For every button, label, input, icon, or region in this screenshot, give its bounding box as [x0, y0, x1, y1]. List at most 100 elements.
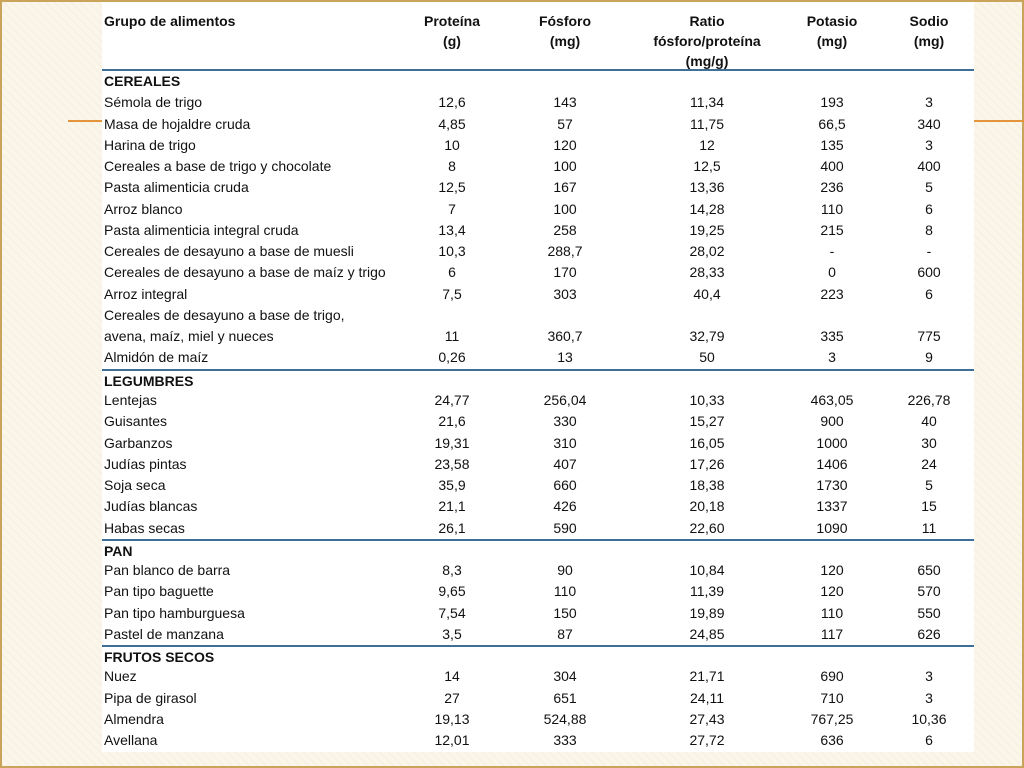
protein-cell: 26,1: [438, 519, 466, 536]
food-name-cell: Pasta alimenticia cruda: [104, 179, 249, 196]
potassium-cell: 135: [820, 136, 844, 153]
potassium-cell: 767,25: [810, 710, 854, 727]
phosphorus-cell: 288,7: [547, 243, 583, 260]
sodium-cell: 6: [925, 285, 933, 302]
potassium-cell: 400: [820, 158, 844, 175]
ratio-cell: 24,85: [689, 625, 725, 642]
protein-cell: 23,58: [434, 455, 470, 472]
header-sodium: Sodio (mg): [909, 13, 949, 49]
sodium-cell: 550: [917, 604, 941, 621]
food-name-cell: Judías pintas: [104, 455, 187, 472]
sodium-cell: 10,36: [911, 710, 947, 727]
food-name-cell: Soja seca: [104, 477, 166, 494]
table-header: Grupo de alimentos Proteína (g) Fósforo …: [102, 2, 974, 71]
food-name-cell: Pastel de manzana: [104, 625, 224, 642]
table-row: Nuez 14 304 21,71 690 3: [102, 666, 974, 687]
food-name-cell: Cereales de desayuno a base de maíz y tr…: [104, 264, 386, 281]
food-name-cell: Pan blanco de barra: [104, 562, 231, 579]
ratio-cell: 18,38: [689, 477, 725, 494]
protein-cell: 10,3: [438, 243, 466, 260]
potassium-cell: 690: [820, 668, 844, 685]
sodium-cell: 15: [921, 498, 937, 515]
ratio-cell: 50: [699, 349, 715, 366]
protein-cell: 0,26: [438, 349, 466, 366]
table-row: Lentejas 24,77 256,04 10,33 463,05 226,78: [102, 390, 974, 411]
phosphorus-cell: 110: [553, 583, 577, 600]
sodium-cell: 3: [925, 689, 933, 706]
food-name-cell: Garbanzos: [104, 434, 173, 451]
food-name-cell: Lentejas: [104, 391, 157, 408]
ratio-cell: 13,36: [689, 179, 725, 196]
potassium-cell: 900: [820, 413, 844, 430]
table-row: Pan tipo baguette 9,65 110 11,39 120 570: [102, 581, 974, 602]
sodium-cell: 40: [921, 413, 937, 430]
category-row: CEREALES: [102, 71, 974, 92]
potassium-cell: 1406: [816, 455, 848, 472]
ratio-cell: 27,43: [689, 710, 725, 727]
phosphorus-cell: 143: [553, 94, 577, 111]
table-row: Masa de hojaldre cruda 4,85 57 11,75 66,5 340: [102, 114, 974, 135]
ratio-cell: 19,25: [689, 221, 725, 238]
protein-cell: 21,6: [438, 413, 466, 430]
potassium-cell: 110: [820, 200, 844, 217]
potassium-cell: 636: [820, 732, 844, 749]
sodium-cell: 600: [917, 264, 941, 281]
table-row: Almendra 19,13 524,88 27,43 767,25 10,36: [102, 709, 974, 730]
protein-cell: 7,5: [442, 285, 462, 302]
sodium-cell: 626: [917, 625, 941, 642]
phosphorus-cell: 256,04: [543, 391, 587, 408]
table-row: Cereales de desayuno a base de muesli 10,…: [102, 241, 974, 262]
food-name-cell: Arroz blanco: [104, 200, 183, 217]
phosphorus-cell: 310: [553, 434, 577, 451]
protein-cell: 11: [444, 328, 460, 345]
sodium-cell: 226,78: [907, 391, 951, 408]
table-row: Pipa de girasol 27 651 24,11 710 3: [102, 688, 974, 709]
table-row: Avellana 12,01 333 27,72 636 6: [102, 730, 974, 751]
protein-cell: 8: [448, 158, 456, 175]
header-protein: Proteína (g): [423, 13, 480, 49]
table-row: Cereales a base de trigo y chocolate 8 100…: [102, 156, 974, 177]
nutrition-table: Grupo de alimentos Proteína (g) Fósforo …: [102, 2, 974, 752]
food-name-cell: Cereales de desayuno a base de trigo,: [104, 306, 345, 323]
potassium-cell: 215: [820, 221, 844, 238]
food-name-cell: Arroz integral: [104, 285, 188, 302]
ratio-cell: 10,33: [689, 391, 725, 408]
decorative-line-right: [972, 120, 1024, 122]
phosphorus-cell: 150: [553, 604, 577, 621]
table-row: Pasta alimenticia cruda 12,5 167 13,36 236 5: [102, 177, 974, 198]
protein-cell: 13,4: [438, 221, 466, 238]
ratio-cell: 11,75: [690, 115, 724, 132]
protein-cell: 12,01: [434, 732, 470, 749]
sodium-cell: 9: [925, 349, 933, 366]
table-row: avena, maíz, miel y nueces 11 360,7 32,79 33…: [102, 326, 974, 347]
table-row: Pan tipo hamburguesa 7,54 150 19,89 110 550: [102, 603, 974, 624]
category-label: LEGUMBRES: [104, 372, 194, 389]
phosphorus-cell: 167: [553, 179, 577, 196]
sodium-cell: 3: [925, 136, 933, 153]
table-row: Pasta alimenticia integral cruda 13,4 258 1…: [102, 220, 974, 241]
sodium-cell: 11: [921, 519, 937, 536]
protein-cell: 9,65: [438, 583, 466, 600]
potassium-cell: 1337: [816, 498, 848, 515]
ratio-cell: 24,11: [690, 689, 724, 706]
food-name-cell: avena, maíz, miel y nueces: [104, 328, 274, 345]
potassium-cell: 463,05: [810, 391, 854, 408]
protein-cell: 12,5: [438, 179, 466, 196]
protein-cell: 7,54: [438, 604, 466, 621]
sodium-cell: 24: [921, 455, 937, 472]
potassium-cell: 66,5: [818, 115, 846, 132]
potassium-cell: 0: [828, 264, 836, 281]
food-name-cell: Almendra: [104, 710, 164, 727]
table-row: Habas secas 26,1 590 22,60 1090 11: [102, 518, 974, 539]
category-label: PAN: [104, 542, 133, 559]
ratio-cell: 22,60: [689, 519, 725, 536]
table-row: Harina de trigo 10 120 12 135 3: [102, 135, 974, 156]
ratio-cell: 20,18: [689, 498, 725, 515]
phosphorus-cell: 304: [553, 668, 577, 685]
category-row: PAN: [102, 538, 974, 560]
ratio-cell: 10,84: [689, 562, 725, 579]
phosphorus-cell: 57: [557, 115, 573, 132]
potassium-cell: 1090: [816, 519, 848, 536]
category-label: FRUTOS SECOS: [104, 649, 215, 666]
food-name-cell: Pan tipo baguette: [104, 583, 214, 600]
